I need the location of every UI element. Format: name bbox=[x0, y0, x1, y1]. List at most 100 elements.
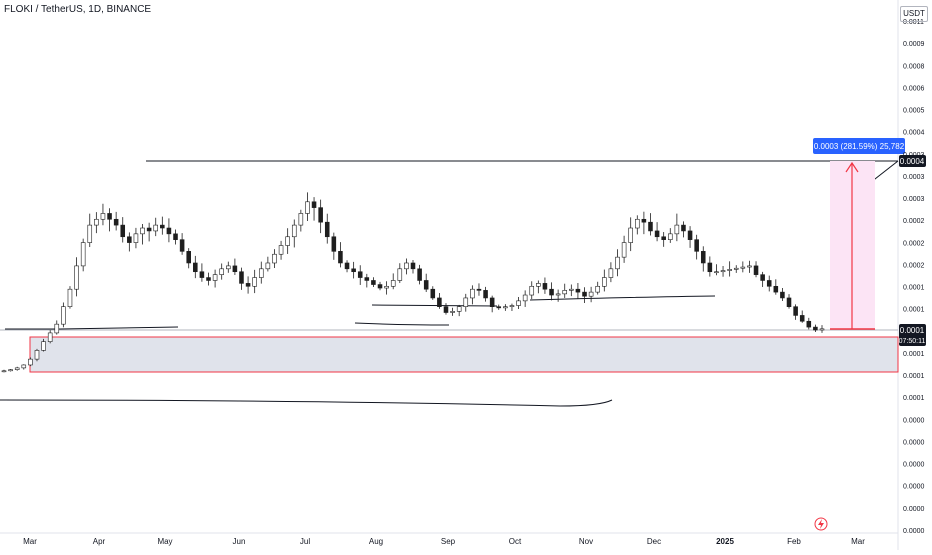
price-scale: 0.0011 0.0009 0.0008 0.0006 0.0005 0.0004 0.00… bbox=[903, 19, 925, 535]
candle-body bbox=[799, 315, 805, 322]
candle-body bbox=[193, 262, 198, 273]
time-label: Aug bbox=[369, 537, 383, 546]
candle-body bbox=[21, 364, 27, 369]
price-label: 0.0003 bbox=[903, 174, 925, 181]
candle-body bbox=[766, 280, 772, 287]
drawn-line-1[interactable] bbox=[5, 326, 179, 330]
candle-body bbox=[727, 269, 732, 271]
candle-body bbox=[588, 291, 594, 297]
candle-body bbox=[305, 201, 310, 214]
candle-body bbox=[67, 288, 73, 307]
candle-body bbox=[344, 262, 350, 270]
candle-body bbox=[793, 306, 798, 316]
current-price-tag-bg bbox=[899, 324, 926, 346]
candle-body bbox=[371, 280, 376, 285]
candle-body bbox=[232, 265, 238, 273]
candle-body bbox=[61, 306, 66, 325]
candle-body bbox=[489, 297, 495, 307]
price-label: 0.0001 bbox=[903, 395, 925, 402]
candle-body bbox=[324, 221, 330, 238]
candle-body bbox=[707, 262, 713, 273]
candle-body bbox=[318, 207, 323, 223]
measure-label-bg bbox=[813, 138, 905, 154]
time-label: Nov bbox=[579, 537, 593, 546]
drawn-line-2[interactable] bbox=[354, 322, 450, 326]
candle-body bbox=[582, 291, 587, 297]
candle-body bbox=[536, 283, 541, 287]
candle-body bbox=[760, 274, 765, 281]
candle-body bbox=[667, 233, 673, 240]
candle-body bbox=[212, 274, 218, 281]
candle-body bbox=[258, 268, 264, 278]
support-zone[interactable] bbox=[29, 336, 899, 373]
price-label: 0.0002 bbox=[903, 262, 925, 269]
candle-body bbox=[404, 262, 409, 270]
candle-body bbox=[522, 294, 528, 302]
candle-body bbox=[483, 290, 488, 299]
candle-body bbox=[133, 233, 139, 243]
time-label: Apr bbox=[93, 537, 106, 546]
candle-body bbox=[780, 291, 785, 299]
candle-body bbox=[687, 230, 693, 240]
price-label: 0.0001 bbox=[903, 351, 925, 358]
resistance-tag-bg bbox=[899, 155, 926, 167]
time-label: Dec bbox=[647, 537, 661, 546]
candle-body bbox=[173, 233, 178, 240]
candle-body bbox=[14, 367, 20, 370]
candle-body bbox=[714, 271, 719, 274]
candle-body bbox=[8, 369, 13, 372]
price-label: 0.0001 bbox=[903, 373, 925, 380]
candle-body bbox=[700, 251, 706, 264]
candle-body bbox=[635, 218, 640, 229]
candle-body bbox=[437, 297, 442, 307]
candle-body bbox=[107, 213, 112, 220]
price-label: 0.0004 bbox=[903, 130, 925, 137]
candle-body bbox=[54, 323, 60, 334]
candle-body bbox=[443, 306, 449, 313]
candle-body bbox=[153, 224, 159, 232]
candle-body bbox=[94, 218, 99, 226]
price-label: 0.0000 bbox=[903, 417, 925, 424]
candle-body bbox=[654, 230, 660, 238]
drawn-line-5[interactable] bbox=[0, 399, 613, 407]
price-label: 0.0000 bbox=[903, 484, 925, 491]
candle-body bbox=[450, 311, 455, 313]
resistance-tag: 0.0004 bbox=[900, 157, 925, 166]
candle-body bbox=[786, 297, 792, 307]
lightning-icon[interactable] bbox=[814, 517, 828, 531]
candle-body bbox=[384, 285, 389, 289]
time-label: Jun bbox=[233, 537, 246, 546]
price-label: 0.0011 bbox=[903, 19, 924, 26]
candle-body bbox=[740, 266, 746, 269]
candle-body bbox=[575, 288, 581, 293]
candle-body bbox=[674, 224, 680, 235]
candle-body bbox=[602, 277, 607, 287]
drawn-line-3[interactable] bbox=[371, 304, 498, 307]
candle-body bbox=[199, 271, 205, 278]
drawn-line-4[interactable] bbox=[529, 295, 716, 301]
candle-body bbox=[252, 277, 257, 287]
candle-body bbox=[364, 277, 370, 281]
candle-body bbox=[529, 285, 535, 296]
candle-body bbox=[100, 213, 106, 220]
candle-body bbox=[542, 283, 548, 290]
candle-body bbox=[641, 218, 647, 223]
candle-body bbox=[206, 277, 211, 281]
time-label: 2025 bbox=[716, 537, 734, 546]
candle-body bbox=[278, 245, 284, 255]
candle-body bbox=[463, 297, 469, 307]
candle-body bbox=[120, 224, 126, 238]
price-label: 0.0002 bbox=[903, 240, 925, 247]
price-label: 0.0001 bbox=[903, 285, 925, 292]
candle-body bbox=[160, 224, 165, 229]
price-label: 0.0000 bbox=[903, 506, 925, 513]
candle-body bbox=[272, 253, 277, 264]
candle-body bbox=[291, 224, 297, 238]
price-label: 0.0003 bbox=[903, 196, 925, 203]
currency-selector[interactable]: USDT bbox=[900, 6, 928, 22]
candle-body bbox=[265, 262, 271, 270]
candle-body bbox=[417, 268, 422, 281]
candle-body bbox=[1, 370, 7, 373]
